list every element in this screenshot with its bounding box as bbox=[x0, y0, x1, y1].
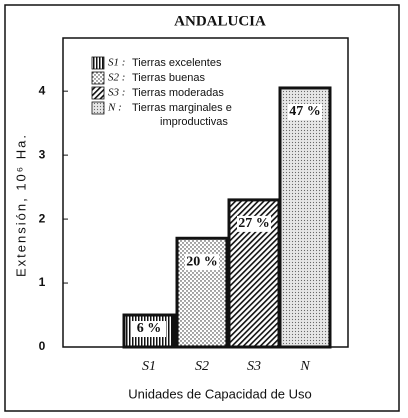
x-axis-label: Unidades de Capacidad de Uso bbox=[128, 386, 312, 401]
legend-label: Tierras buenas bbox=[132, 72, 205, 84]
y-axis-label: Extensión, 10⁶ Ha. bbox=[13, 133, 28, 277]
label-bg bbox=[132, 321, 166, 338]
legend-code: S1 : bbox=[108, 57, 125, 69]
legend-label: improductivas bbox=[160, 116, 228, 128]
legend-swatch bbox=[91, 56, 105, 70]
y-tick-label: 4 bbox=[39, 83, 46, 97]
y-tick-label: 3 bbox=[39, 147, 46, 161]
legend-code: N : bbox=[107, 102, 122, 114]
value-label: 20 % bbox=[186, 254, 218, 269]
y-tick-label: 0 bbox=[39, 339, 46, 353]
y-tick-label: 2 bbox=[39, 211, 46, 225]
x-tick-label: S1 bbox=[142, 359, 156, 374]
frame bbox=[4, 4, 400, 412]
x-tick-label: S3 bbox=[247, 359, 261, 374]
label-bg bbox=[288, 103, 322, 120]
label-bg bbox=[237, 215, 271, 232]
value-label: 47 % bbox=[289, 104, 321, 119]
label-bg bbox=[185, 254, 219, 271]
legend-code: S2 : bbox=[108, 72, 125, 84]
legend-label: Tierras marginales e bbox=[132, 102, 232, 114]
bar bbox=[278, 86, 332, 349]
legend-label: Tierras excelentes bbox=[132, 57, 222, 69]
x-tick-label: N bbox=[299, 359, 310, 374]
legend-swatch bbox=[91, 86, 105, 100]
legend-label: Tierras moderadas bbox=[132, 87, 224, 99]
legend-swatch bbox=[91, 71, 105, 85]
y-tick-label: 1 bbox=[39, 275, 46, 289]
legend-code: S3 : bbox=[108, 87, 125, 99]
value-label: 27 % bbox=[238, 216, 270, 231]
value-label: 6 % bbox=[137, 321, 162, 336]
chart-title: ANDALUCIA bbox=[174, 13, 266, 29]
x-tick-label: S2 bbox=[195, 359, 209, 374]
legend-swatch bbox=[91, 101, 105, 115]
